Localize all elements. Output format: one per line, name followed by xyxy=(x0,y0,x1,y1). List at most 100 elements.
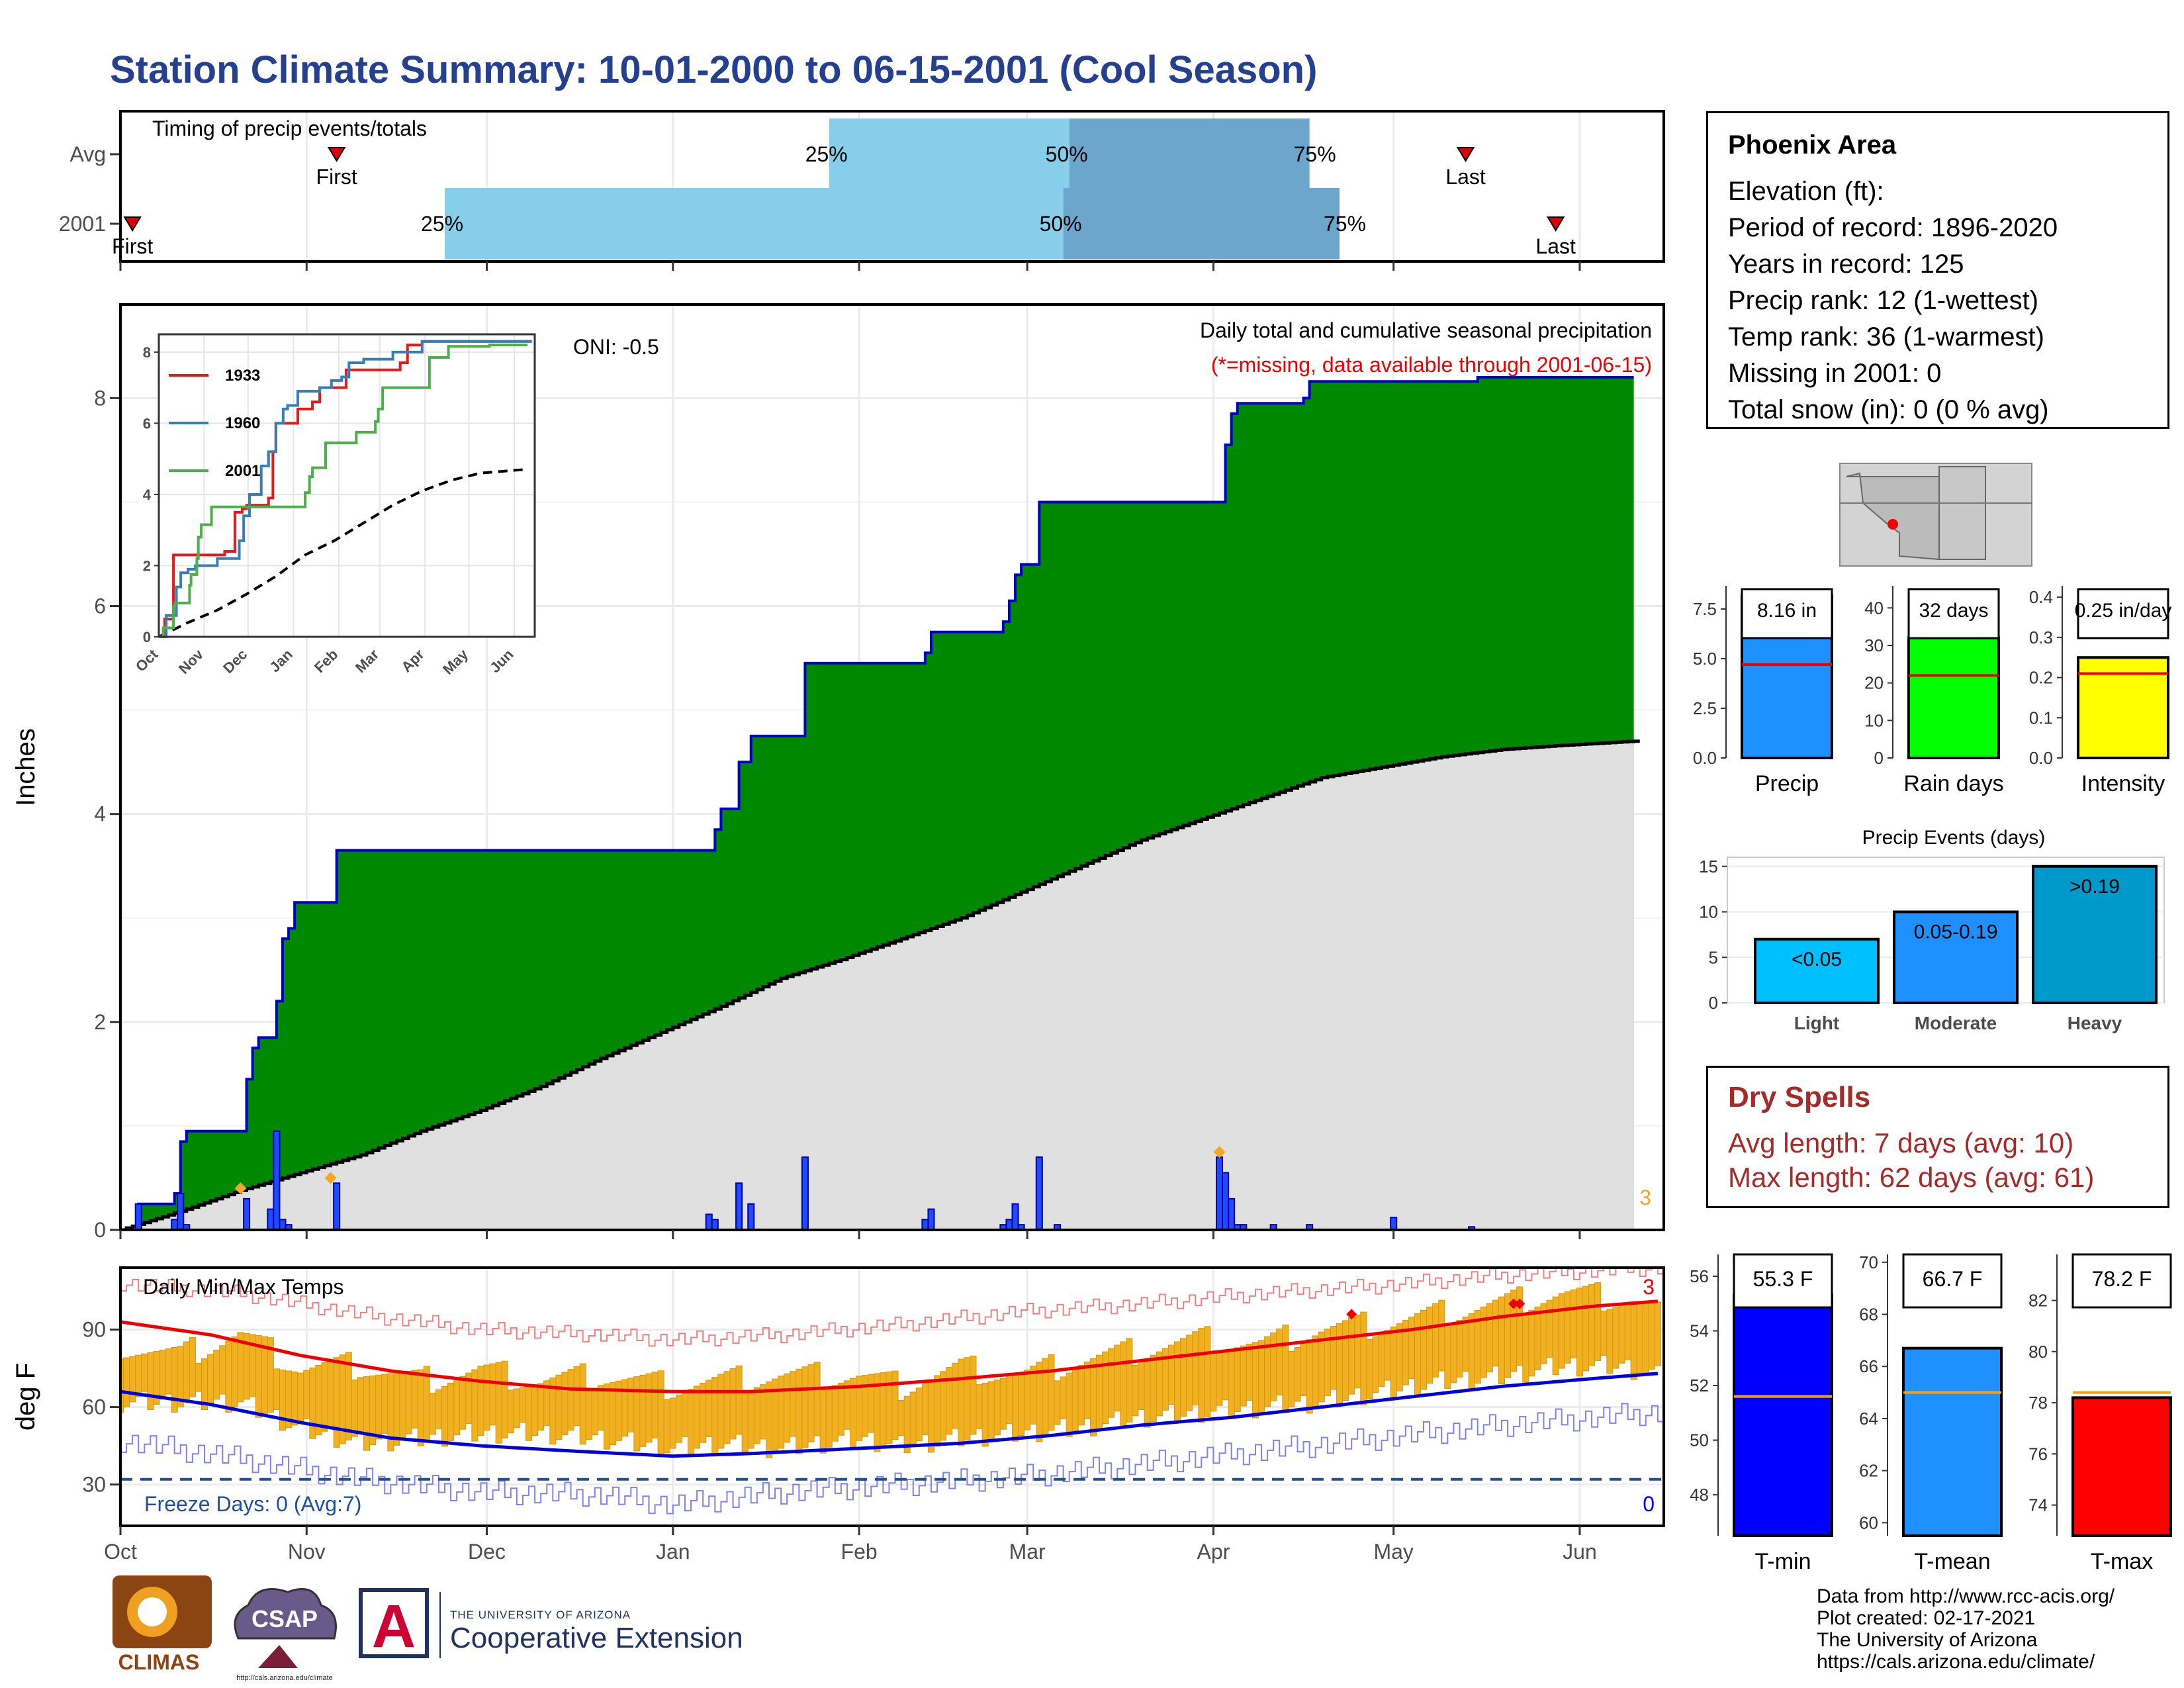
credit-university: The University of Arizona xyxy=(1817,1629,2038,1651)
temp-daily-range-bar xyxy=(1438,1299,1445,1372)
temp-daily-range-bar xyxy=(399,1372,406,1440)
temp-daily-range-bar xyxy=(273,1368,280,1410)
dry-spells-avg: Avg length: 7 days (avg: 10) xyxy=(1728,1127,2074,1158)
temp-daily-range-bar xyxy=(1528,1309,1535,1377)
precip-daily-bar xyxy=(134,1203,142,1230)
temp-daily-range-bar xyxy=(1251,1342,1259,1419)
temp-daily-range-bar xyxy=(1167,1344,1175,1405)
temp-daily-range-bar xyxy=(411,1370,418,1429)
timing-bar-q50-q75 xyxy=(1063,188,1340,259)
temp-daily-range-bar xyxy=(1300,1343,1307,1396)
temp-stat-category: T-mean xyxy=(1914,1549,1990,1574)
temp-daily-range-bar xyxy=(1102,1351,1109,1425)
temp-daily-range-bar xyxy=(825,1387,833,1448)
precip-daily-bar xyxy=(735,1182,743,1230)
precip-daily-bar xyxy=(1240,1224,1248,1230)
temp-daily-range-bar xyxy=(759,1384,766,1440)
temp-daily-range-bar xyxy=(555,1374,563,1440)
temp-daily-range-bar xyxy=(1318,1331,1325,1403)
temp-daily-range-bar xyxy=(934,1375,941,1447)
events-tick-label: 15 xyxy=(1699,857,1718,876)
temp-stat-tick-label: 70 xyxy=(1859,1252,1878,1272)
timing-p25-label: 25% xyxy=(421,212,463,236)
temp-tick-label: 90 xyxy=(82,1318,106,1342)
precip-daily-bar xyxy=(927,1208,935,1230)
timing-first-label: First xyxy=(316,165,357,189)
temp-daily-range-bar xyxy=(1504,1293,1512,1378)
precip-missing-count: 3 xyxy=(1639,1186,1651,1209)
stat-bar-tick-label: 0.3 xyxy=(2029,628,2053,647)
temp-daily-range-bar xyxy=(1132,1364,1139,1417)
temp-tick-label: 60 xyxy=(82,1395,106,1419)
events-bar-label: >0.19 xyxy=(2070,876,2120,898)
temp-daily-range-bar xyxy=(1282,1325,1289,1413)
temp-daily-range-bar xyxy=(459,1376,467,1430)
station-period: Period of record: 1896-2020 xyxy=(1728,213,2058,242)
temp-stat-category: T-max xyxy=(2091,1549,2153,1574)
month-axis-label: Jun xyxy=(1563,1540,1597,1564)
temp-daily-range-bar xyxy=(591,1387,598,1436)
stat-bar-category: Rain days xyxy=(1903,771,2003,796)
temp-daily-range-bar xyxy=(1570,1289,1577,1359)
temp-stat-tick-label: 74 xyxy=(2028,1495,2048,1515)
precip-daily-bar xyxy=(921,1219,929,1230)
temp-daily-range-bar xyxy=(1354,1314,1361,1389)
stat-bar-tick-label: 0.0 xyxy=(2029,748,2053,768)
temp-daily-range-bar xyxy=(897,1399,905,1436)
stat-bar-tick-label: 2.5 xyxy=(1693,698,1717,718)
temp-daily-range-bar xyxy=(1210,1354,1217,1412)
precip-daily-bar xyxy=(1053,1224,1062,1230)
temp-daily-range-bar xyxy=(321,1362,328,1432)
temp-daily-range-bar xyxy=(1258,1340,1265,1413)
temp-daily-range-bar xyxy=(1288,1350,1295,1408)
logo-strip: CLIMAS CSAP http://cals.arizona.edu/clim… xyxy=(113,1575,441,1681)
temp-stat-bar-2 xyxy=(2071,1396,2172,1537)
temp-daily-range-bar xyxy=(537,1383,545,1431)
temp-daily-range-bar xyxy=(681,1391,688,1437)
temp-stat-tick-label: 76 xyxy=(2028,1444,2048,1464)
temp-daily-range-bar xyxy=(669,1397,676,1449)
temp-stat-bar-0 xyxy=(1733,1293,1833,1537)
temp-daily-range-bar xyxy=(819,1389,827,1454)
timing-p75-label: 75% xyxy=(1294,142,1336,166)
temp-daily-range-bar xyxy=(927,1379,935,1453)
timing-p75-label: 75% xyxy=(1324,212,1366,236)
stat-bar-category: Intensity xyxy=(2081,771,2165,796)
page-title: Station Climate Summary: 10-01-2000 to 0… xyxy=(110,48,1318,91)
temp-daily-range-bar xyxy=(579,1363,586,1445)
temp-daily-range-bar xyxy=(1336,1323,1343,1407)
temp-daily-range-bar xyxy=(1552,1296,1559,1375)
temp-daily-range-bar xyxy=(291,1372,298,1426)
temp-record-max-line xyxy=(120,1268,1664,1347)
temp-daily-range-bar xyxy=(1024,1369,1031,1430)
temp-daily-range-bar xyxy=(1066,1372,1073,1437)
temp-record-marker xyxy=(1346,1309,1357,1320)
stat-bar-tick-label: 20 xyxy=(1864,673,1884,693)
precip-daily-bar xyxy=(183,1224,191,1230)
inset-tick-label: 2 xyxy=(143,557,151,574)
temp-daily-range-bar xyxy=(1612,1307,1619,1369)
timing-last-marker xyxy=(1456,147,1475,162)
inset-legend-label: 1960 xyxy=(225,414,260,432)
precip-daily-bar xyxy=(171,1219,179,1230)
stat-bar-tick-label: 0.2 xyxy=(2029,668,2053,688)
temp-daily-range-bar xyxy=(1408,1316,1415,1380)
month-axis-label: Oct xyxy=(104,1540,137,1564)
temp-daily-range-bar xyxy=(1312,1335,1319,1408)
temp-daily-range-bar xyxy=(891,1370,899,1440)
precip-missing-marker xyxy=(324,1172,337,1184)
csap-text: CSAP xyxy=(251,1605,318,1632)
dry-spells-title: Dry Spells xyxy=(1728,1081,1871,1113)
temp-daily-range-bar xyxy=(1642,1303,1649,1374)
temp-daily-range-bar xyxy=(729,1368,737,1440)
temp-record-low-count: 0 xyxy=(1643,1492,1655,1516)
ua-logo: A xyxy=(359,1588,441,1660)
inset-normal-line xyxy=(158,468,525,638)
temp-daily-range-bar xyxy=(1486,1303,1493,1373)
events-category: Light xyxy=(1794,1013,1839,1033)
temp-daily-range-bar xyxy=(1083,1361,1091,1420)
temp-daily-range-bar xyxy=(213,1349,220,1400)
events-bar-label: 0.05-0.19 xyxy=(1914,921,1998,943)
temp-daily-range-bar xyxy=(1054,1380,1061,1425)
temp-daily-range-bar xyxy=(501,1360,508,1438)
